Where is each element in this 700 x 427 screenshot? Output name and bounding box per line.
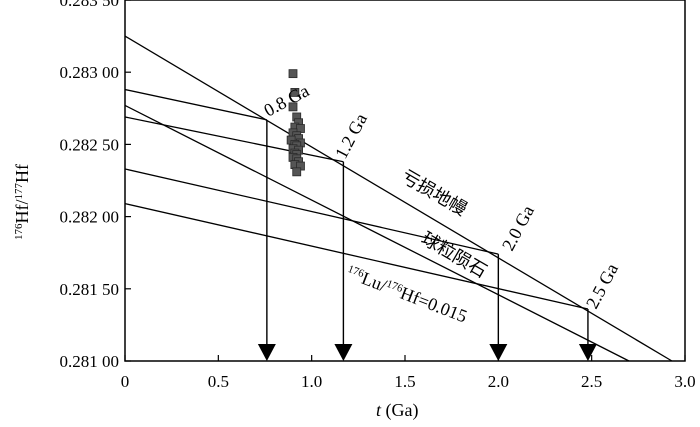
age-arrow-head bbox=[334, 344, 353, 361]
age-label-0-8ga: 0.8 Ga bbox=[260, 80, 312, 120]
y-tick-label: 0.281 00 bbox=[60, 352, 120, 371]
x-axis-title: t (Ga) bbox=[376, 400, 419, 421]
evolution-line bbox=[125, 104, 630, 362]
x-tick-label: 3.0 bbox=[674, 372, 695, 391]
age-label-2-5ga: 2.5 Ga bbox=[582, 260, 622, 312]
x-tick-label: 0 bbox=[121, 372, 130, 391]
sample-point bbox=[288, 69, 298, 79]
x-tick-label: 1.0 bbox=[301, 372, 322, 391]
x-tick-label: 2.5 bbox=[581, 372, 602, 391]
sample-point bbox=[296, 124, 305, 133]
evolution-line bbox=[125, 202, 589, 310]
evolution-line bbox=[125, 88, 268, 121]
y-tick-label: 0.282 50 bbox=[60, 135, 120, 154]
evolution-lines bbox=[125, 35, 673, 362]
y-tick-label: 0.283 00 bbox=[60, 63, 120, 82]
lu-hf-ratio-label: 176Lu/176Hf=0.015 bbox=[344, 262, 470, 326]
evolution-line bbox=[125, 168, 499, 255]
age-label-1-2ga: 1.2 Ga bbox=[331, 110, 371, 162]
evolution-line bbox=[125, 116, 344, 163]
y-tick-label: 0.281 50 bbox=[60, 280, 120, 299]
age-arrow-head bbox=[489, 344, 508, 361]
model-age-markers bbox=[257, 119, 597, 361]
x-tick-label: 0.5 bbox=[208, 372, 229, 391]
x-tick-label: 1.5 bbox=[394, 372, 415, 391]
evolution-line bbox=[125, 35, 673, 362]
sample-points bbox=[286, 69, 305, 177]
sample-point bbox=[288, 102, 298, 112]
axis-ticks: 0 0.5 1.0 1.5 2.0 2.5 3.0 0.281 00 0.281 50 0.282… bbox=[60, 0, 696, 391]
age-arrow-head bbox=[578, 344, 597, 361]
x-tick-label: 2.0 bbox=[488, 372, 509, 391]
y-axis-title: 176Hf/177Hf bbox=[12, 164, 32, 240]
depleted-mantle-label: 亏损地幔 bbox=[398, 166, 471, 220]
y-tick-label: 0.283 50 bbox=[60, 0, 120, 10]
chondrite-label: 球粒陨石 bbox=[418, 228, 491, 282]
sample-point bbox=[292, 167, 302, 177]
age-arrow-head bbox=[257, 344, 276, 361]
y-tick-label: 0.282 00 bbox=[60, 208, 120, 227]
age-label-2-0ga: 2.0 Ga bbox=[498, 202, 538, 254]
sample-point bbox=[290, 88, 300, 97]
